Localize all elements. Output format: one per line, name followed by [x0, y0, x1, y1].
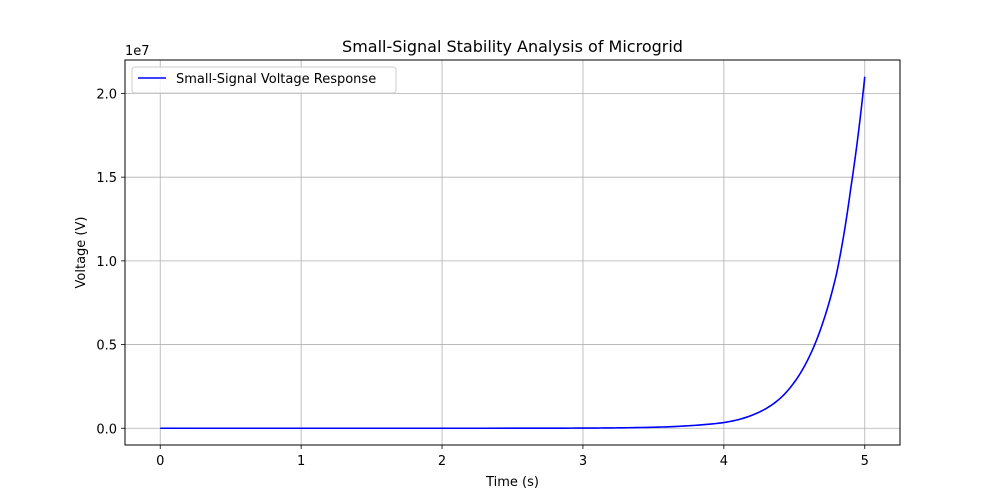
x-tick-label: 5 [861, 454, 869, 469]
y-tick-label: 2.0 [96, 87, 117, 102]
y-tick-label: 0.5 [96, 339, 117, 354]
chart-title: Small-Signal Stability Analysis of Micro… [342, 37, 683, 56]
x-tick-label: 1 [297, 454, 305, 469]
x-axis-label: Time (s) [485, 475, 539, 490]
y-tick-label: 1.0 [96, 255, 117, 270]
x-tick-label: 2 [438, 454, 446, 469]
y-tick-label: 0.0 [96, 422, 117, 437]
legend-label: Small-Signal Voltage Response [176, 72, 376, 87]
x-axis-ticks: 0 1 2 3 4 5 [156, 445, 869, 469]
axes-frame [124, 59, 901, 446]
x-tick-label: 4 [720, 454, 728, 469]
y-axis-ticks: 0.0 0.5 1.0 1.5 2.0 [96, 87, 125, 437]
y-tick-label: 1.5 [96, 171, 117, 186]
series-line [160, 76, 866, 430]
grid-lines [125, 60, 900, 445]
x-tick-label: 3 [579, 454, 587, 469]
plot-area [160, 76, 866, 430]
y-axis-offset-text: 1e7 [125, 44, 150, 59]
x-tick-label: 0 [156, 454, 164, 469]
legend: Small-Signal Voltage Response [131, 66, 397, 94]
y-axis-label: Voltage (V) [74, 217, 89, 289]
legend-box [131, 66, 397, 94]
